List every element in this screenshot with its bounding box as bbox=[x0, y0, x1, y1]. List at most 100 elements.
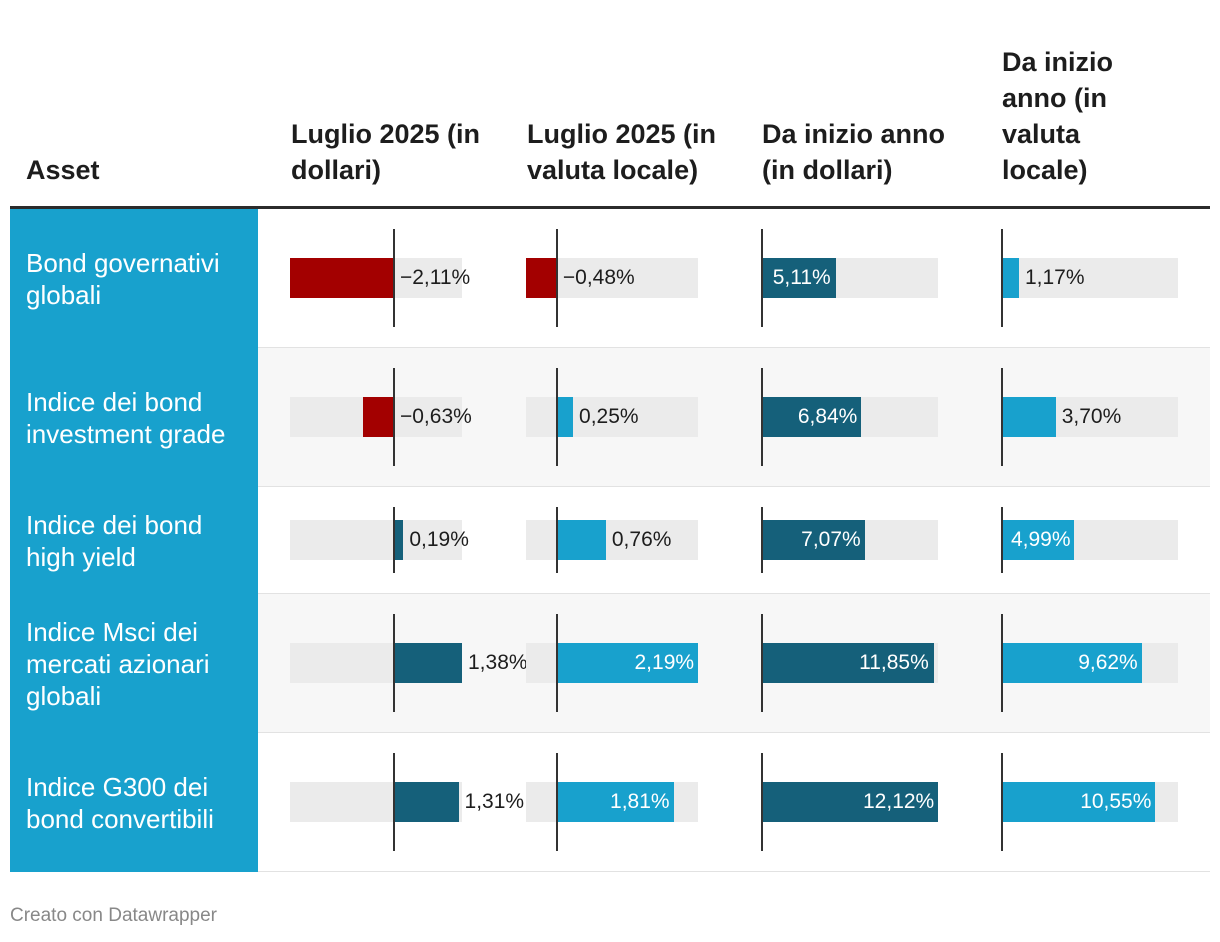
value-label: 0,25% bbox=[579, 405, 639, 428]
table-row: Indice Msci dei mercati azionari globali… bbox=[10, 594, 1210, 733]
bar-ytd-usd bbox=[762, 520, 865, 560]
value-label: −0,48% bbox=[562, 266, 635, 289]
value-label: 1,17% bbox=[1024, 266, 1085, 289]
zero-line bbox=[1001, 614, 1003, 712]
bar-cell-ytd-local: 9,62% bbox=[1001, 594, 1178, 732]
value-label: 1,31% bbox=[464, 790, 525, 813]
bar-cell-ytd-local: 3,70% bbox=[1001, 348, 1178, 486]
zero-line bbox=[556, 614, 558, 712]
bar-cell-july-local: 0,76% bbox=[526, 487, 698, 593]
bar-ytd-local bbox=[1002, 782, 1156, 822]
zero-line bbox=[556, 368, 558, 466]
bar-cell-ytd-local: 4,99% bbox=[1001, 487, 1178, 593]
bar-cell-july-local: −0,48% bbox=[526, 209, 698, 347]
header-july-local[interactable]: Luglio 2025 (in valuta locale) bbox=[527, 119, 717, 185]
bar-cell-july-local: 0,25% bbox=[526, 348, 698, 486]
table-row: Indice dei bond investment grade −0,63% 0,… bbox=[10, 348, 1210, 487]
asset-cell: Indice G300 dei bond convertibili bbox=[10, 733, 258, 872]
zero-line bbox=[393, 229, 395, 327]
bar-cell-july-usd: 1,38% bbox=[290, 594, 528, 732]
zero-line bbox=[1001, 507, 1003, 573]
zero-line bbox=[761, 229, 763, 327]
asset-label: Indice dei bond high yield bbox=[26, 509, 203, 572]
zero-line bbox=[1001, 229, 1003, 327]
header-ytd-usd[interactable]: Da inizio anno (in dollari) bbox=[762, 119, 946, 185]
zero-line bbox=[393, 507, 395, 573]
header-ytd-local[interactable]: Da inizio anno (in valuta locale) bbox=[1002, 47, 1114, 185]
bar-cell-ytd-local: 10,55% bbox=[1001, 733, 1178, 871]
value-label: 4,99% bbox=[1010, 528, 1071, 551]
bar-july-usd bbox=[393, 782, 459, 822]
bar-cell-ytd-local: 1,17% bbox=[1001, 209, 1178, 347]
bar-cell-ytd-usd: 11,85% bbox=[761, 594, 938, 732]
bar-cell-july-local: 2,19% bbox=[526, 594, 698, 732]
bar-july-usd bbox=[290, 258, 394, 298]
value-label: 9,62% bbox=[1078, 651, 1138, 674]
bar-ytd-local bbox=[1002, 258, 1019, 298]
bar-july-local bbox=[556, 782, 674, 822]
bar-ytd-local bbox=[1002, 397, 1056, 437]
bar-ytd-usd bbox=[762, 258, 837, 298]
table-row: Indice G300 dei bond convertibili 1,31% 1,… bbox=[10, 733, 1210, 872]
zero-line bbox=[761, 753, 763, 851]
value-label: 3,70% bbox=[1061, 405, 1122, 428]
value-label: 0,19% bbox=[409, 528, 469, 551]
bar-july-usd bbox=[393, 643, 462, 683]
header-july-usd[interactable]: Luglio 2025 (in dollari) bbox=[291, 119, 481, 185]
value-label: −0,63% bbox=[399, 405, 472, 428]
value-label: 11,85% bbox=[859, 651, 929, 674]
zero-line bbox=[761, 507, 763, 573]
bar-july-usd bbox=[393, 520, 404, 560]
bar-track bbox=[290, 520, 462, 560]
bar-cell-july-usd: 1,31% bbox=[290, 733, 524, 871]
zero-line bbox=[556, 229, 558, 327]
bar-july-local bbox=[556, 520, 606, 560]
bar-cell-ytd-usd: 6,84% bbox=[761, 348, 938, 486]
asset-cell: Indice dei bond investment grade bbox=[10, 348, 258, 487]
zero-line bbox=[761, 368, 763, 466]
asset-label: Indice dei bond investment grade bbox=[26, 386, 226, 449]
value-label: 5,11% bbox=[772, 266, 831, 289]
bar-july-local bbox=[526, 258, 557, 298]
zero-line bbox=[761, 614, 763, 712]
bar-ytd-usd bbox=[762, 782, 938, 822]
zero-line bbox=[1001, 368, 1003, 466]
bar-cell-ytd-usd: 5,11% bbox=[761, 209, 938, 347]
footer-credit: Creato con Datawrapper bbox=[10, 905, 217, 926]
asset-label: Bond governativi globali bbox=[26, 247, 220, 310]
zero-line bbox=[393, 368, 395, 466]
asset-cell: Bond governativi globali bbox=[10, 209, 258, 348]
value-label: 1,38% bbox=[468, 651, 528, 674]
value-label: 1,81% bbox=[610, 790, 670, 813]
zero-line bbox=[556, 753, 558, 851]
table-body: Bond governativi globali −2,11% −0,48% 5,11… bbox=[10, 209, 1210, 872]
zero-line bbox=[393, 753, 395, 851]
asset-label: Indice G300 dei bond convertibili bbox=[26, 771, 214, 834]
bar-july-usd bbox=[362, 397, 394, 437]
bar-cell-july-usd: −0,63% bbox=[290, 348, 472, 486]
header-asset[interactable]: Asset bbox=[26, 155, 100, 185]
bar-track bbox=[1002, 258, 1178, 298]
value-label: 12,12% bbox=[863, 790, 935, 813]
table-row: Bond governativi globali −2,11% −0,48% 5,11… bbox=[10, 209, 1210, 348]
zero-line bbox=[556, 507, 558, 573]
performance-table: Asset Luglio 2025 (in dollari) Luglio 20… bbox=[10, 0, 1210, 872]
bar-july-local bbox=[556, 643, 698, 683]
bar-track bbox=[526, 397, 698, 437]
table-header: Asset Luglio 2025 (in dollari) Luglio 20… bbox=[10, 0, 1210, 209]
bar-cell-july-usd: 0,19% bbox=[290, 487, 469, 593]
bar-cell-ytd-usd: 7,07% bbox=[761, 487, 938, 593]
bar-ytd-usd bbox=[762, 397, 862, 437]
value-label: −2,11% bbox=[399, 266, 471, 289]
bar-cell-july-usd: −2,11% bbox=[290, 209, 470, 347]
bar-ytd-usd bbox=[762, 643, 935, 683]
bar-ytd-local bbox=[1002, 643, 1142, 683]
value-label: 7,07% bbox=[801, 528, 861, 551]
asset-cell: Indice dei bond high yield bbox=[10, 487, 258, 594]
zero-line bbox=[393, 614, 395, 712]
value-label: 10,55% bbox=[1080, 790, 1152, 813]
bar-cell-ytd-usd: 12,12% bbox=[761, 733, 938, 871]
header-rule bbox=[10, 206, 1210, 209]
table-row: Indice dei bond high yield 0,19% 0,76% 7,07… bbox=[10, 487, 1210, 594]
value-label: 0,76% bbox=[611, 528, 672, 551]
